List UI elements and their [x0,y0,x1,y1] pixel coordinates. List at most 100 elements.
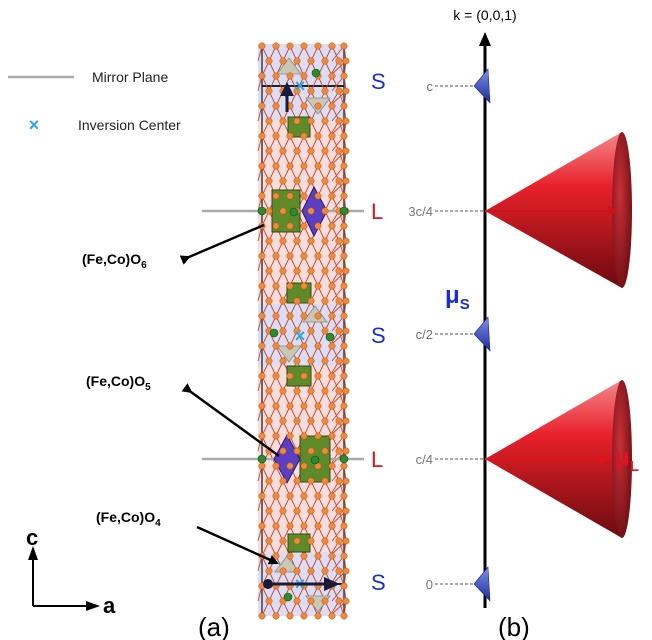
oxygen-atom [307,357,315,365]
oxygen-atom [340,102,348,110]
oxygen-atom [335,147,343,155]
oxygen-atom [279,297,287,305]
oxygen-atom [307,567,315,575]
oxygen-atom [342,417,350,425]
oxygen-atom [328,612,336,620]
oxygen-atom [265,567,273,575]
oxygen-atom [342,357,350,365]
oxygen-atom [300,492,308,500]
block-label-s-bottom: S [371,570,386,595]
oxygen-atom [328,222,336,230]
oxygen-atom [314,492,322,500]
oxygen-atom [258,252,266,260]
oxygen-atom [314,222,322,230]
oxygen-atom [272,402,280,410]
oxygen-atom [321,327,329,335]
oxygen-atom [272,312,280,320]
oxygen-atom [293,477,301,485]
oxygen-atom [265,537,273,545]
oxygen-atom [272,552,280,560]
a-axis-label: a [103,593,116,618]
oxygen-atom [314,522,322,530]
oxygen-atom [258,312,266,320]
block-label-s-top: S [371,69,386,94]
arrow-o4 [196,525,279,565]
spin-structure: k = (0,0,1) c 3c/4 c/2 c/4 0 [408,7,639,608]
oxygen-atom [258,72,266,80]
oxygen-atom [300,222,308,230]
oxygen-atom [286,132,294,140]
position-label-c4: c/4 [416,452,433,467]
oxygen-atom [293,537,301,545]
oxygen-atom [314,552,322,560]
oxygen-atom [286,492,294,500]
oxygen-atom [258,192,266,200]
oxygen-atom [340,192,348,200]
oxygen-atom [272,42,280,50]
oxygen-atom [300,282,308,290]
oxygen-atom [307,87,315,95]
oxygen-atom [335,177,343,185]
oxygen-atom [321,507,329,515]
oxygen-atom [340,492,348,500]
oxygen-atom [342,267,350,275]
inversion-center-marker: × [295,76,306,96]
oxygen-atom [328,72,336,80]
oxygen-atom [265,117,273,125]
oxygen-atom [328,492,336,500]
oxygen-atom [286,522,294,530]
oxygen-atom [258,162,266,170]
oxygen-atom [335,447,343,455]
oxygen-atom [314,132,322,140]
oxygen-atom [300,252,308,260]
oxygen-atom [286,612,294,620]
oxygen-atom [272,252,280,260]
spin-arrows [263,82,340,591]
inversion-center-legend-marker: × [29,115,40,135]
crystal-structure: × × × [202,42,364,620]
oxygen-atom [328,462,336,470]
position-label-0: 0 [426,577,433,592]
tetrahedron [274,555,300,573]
oxygen-atom [286,222,294,230]
oxygen-atom [328,162,336,170]
oxygen-atom [307,447,315,455]
oxygen-atom [340,522,348,530]
large-cone-lower [485,380,632,538]
oxygen-atom [272,432,280,440]
oxygen-atom [321,147,329,155]
oxygen-atom [300,162,308,170]
oxygen-atom [335,357,343,365]
oxygen-atom [328,282,336,290]
oxygen-atom [335,417,343,425]
oxygen-atom [286,282,294,290]
oxygen-atom [265,147,273,155]
oxygen-atom [265,237,273,245]
oxygen-atom [293,117,301,125]
arrow-o6 [179,223,265,265]
oxygen-atom [279,117,287,125]
oxygen-atom [314,342,322,350]
oxygen-atom [258,492,266,500]
oxygen-atom [286,552,294,560]
oxygen-atom [272,462,280,470]
oxygen-atom [272,492,280,500]
oxygen-atom [335,117,343,125]
oxygen-atom [307,537,315,545]
mirror-plane-legend-label: Mirror Plane [92,69,168,85]
oxygen-atom [328,522,336,530]
oxygen-atom [340,72,348,80]
oxygen-atom [300,612,308,620]
panel-label-a: (a) [198,612,230,640]
position-label-c: c [427,79,434,94]
oxygen-atom [265,507,273,515]
oxygen-atom [293,597,301,605]
oxygen-atom [314,252,322,260]
oxygen-atom [286,342,294,350]
oxygen-atom [340,582,348,590]
oxygen-atom [321,57,329,65]
oxygen-atom [300,342,308,350]
oxygen-atom [300,552,308,560]
inversion-center-legend-label: Inversion Center [78,117,181,133]
oxygen-atom [342,147,350,155]
